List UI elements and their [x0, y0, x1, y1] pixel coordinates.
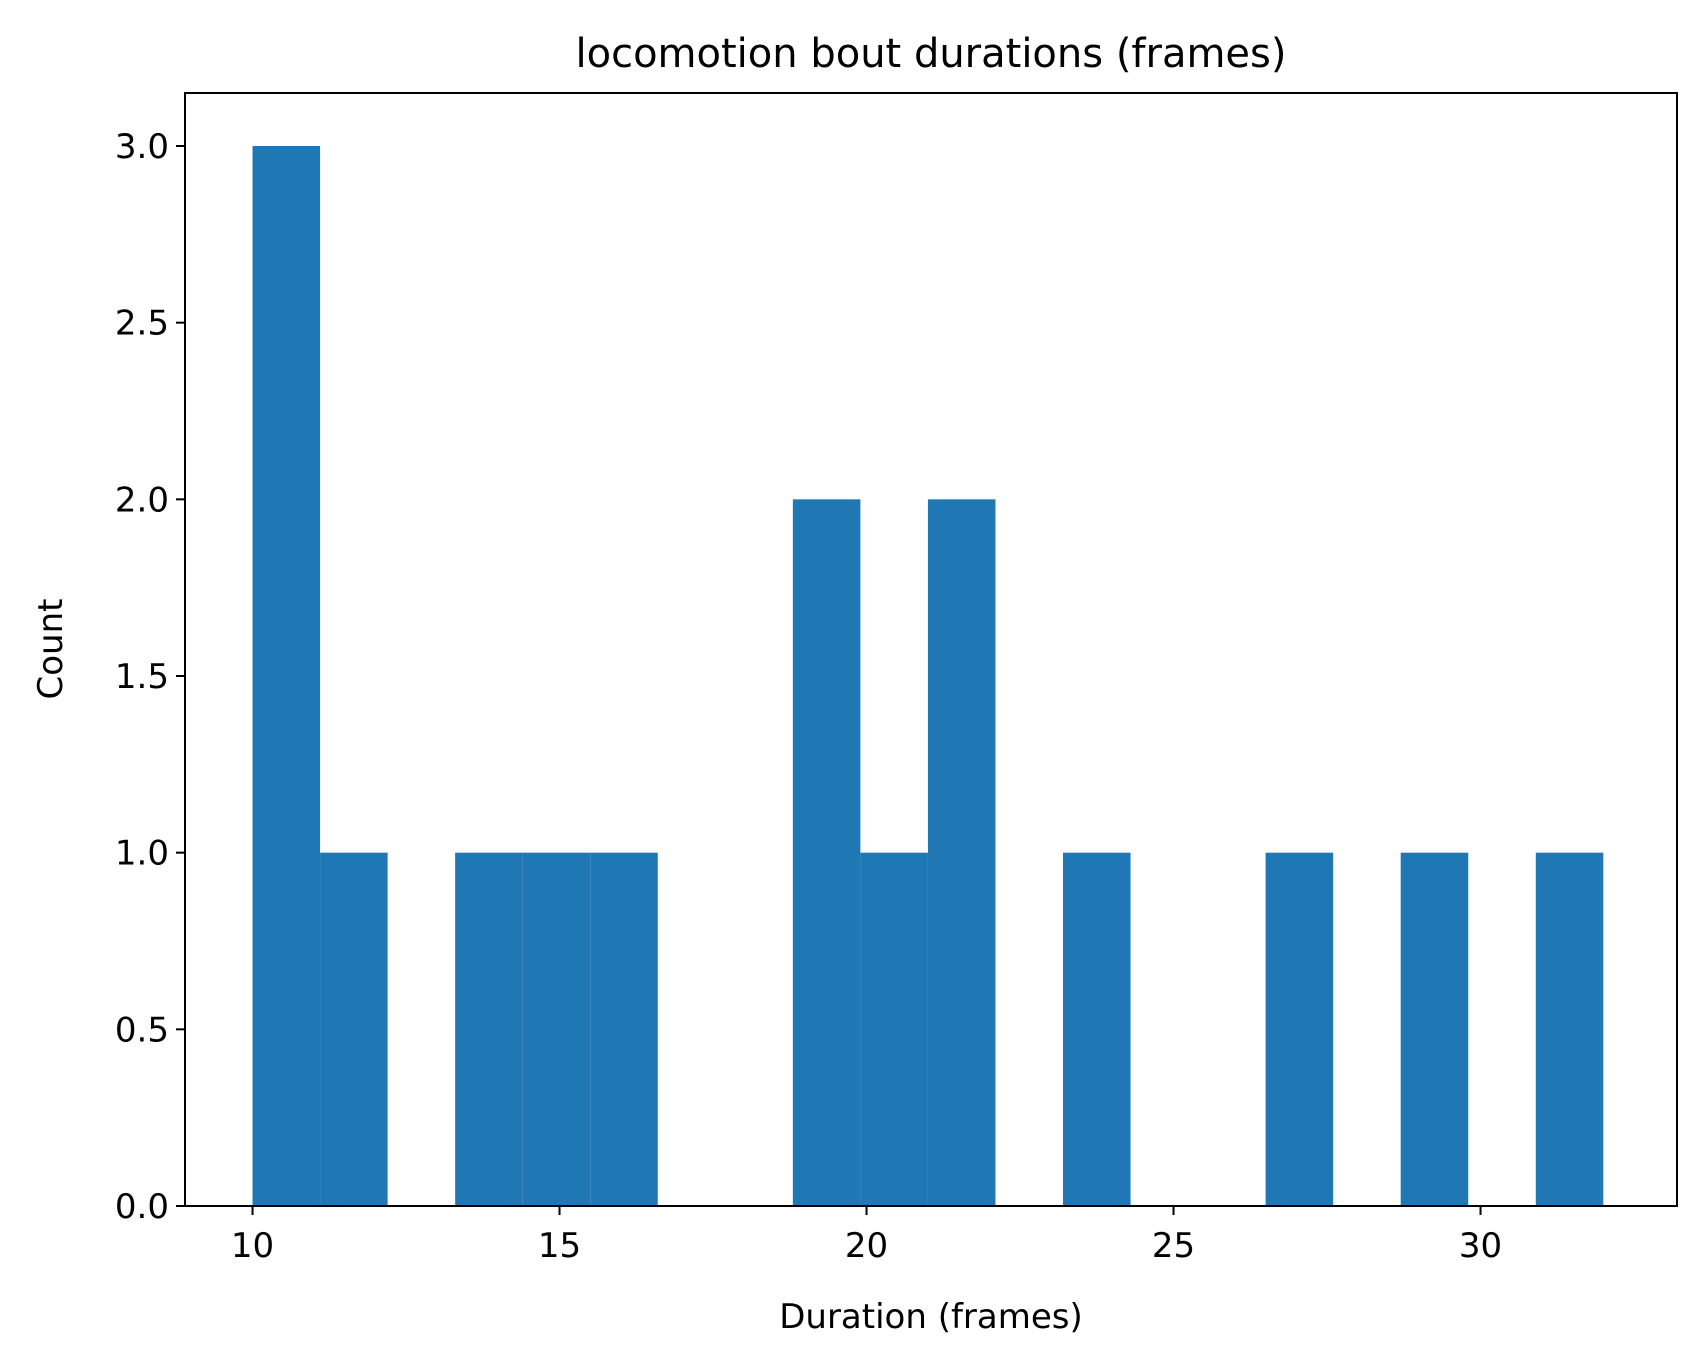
x-tick-label: 10: [231, 1226, 274, 1266]
x-tick-label: 20: [845, 1226, 888, 1266]
y-axis-label: Count: [31, 599, 71, 700]
y-tick-label: 0.0: [115, 1187, 169, 1227]
histogram-bar: [590, 852, 658, 1206]
y-tick-label: 1.5: [115, 657, 169, 697]
y-tick-label: 0.5: [115, 1010, 169, 1050]
histogram-bar: [522, 852, 591, 1206]
histogram-bar: [252, 146, 321, 1206]
histogram-bar: [455, 852, 523, 1206]
histogram-bar: [1535, 852, 1604, 1206]
x-tick-label: 15: [538, 1226, 581, 1266]
x-tick-label: 30: [1459, 1226, 1502, 1266]
x-axis-label: Duration (frames): [779, 1297, 1083, 1337]
y-axis-ticks: 0.0 0.5 1.0 1.5 2.0 2.5 3.0: [115, 127, 185, 1227]
histogram-bar: [927, 499, 996, 1206]
chart-title: locomotion bout durations (frames): [576, 31, 1287, 77]
y-tick-label: 2.5: [115, 304, 169, 344]
bars-group: [252, 146, 1604, 1206]
plot-area-frame: [184, 92, 1678, 1207]
histogram-bar: [1265, 852, 1334, 1206]
histogram-bar: [320, 852, 388, 1206]
x-tick-label: 25: [1152, 1226, 1195, 1266]
histogram-bar: [860, 852, 928, 1206]
histogram-bar: [792, 499, 861, 1206]
histogram-bar: [1400, 852, 1469, 1206]
y-tick-label: 1.0: [115, 834, 169, 874]
histogram-bar: [1063, 852, 1131, 1206]
x-axis-ticks: 10 15 20 25 30: [231, 1206, 1502, 1266]
y-tick-label: 3.0: [115, 127, 169, 167]
y-tick-label: 2.0: [115, 480, 169, 520]
